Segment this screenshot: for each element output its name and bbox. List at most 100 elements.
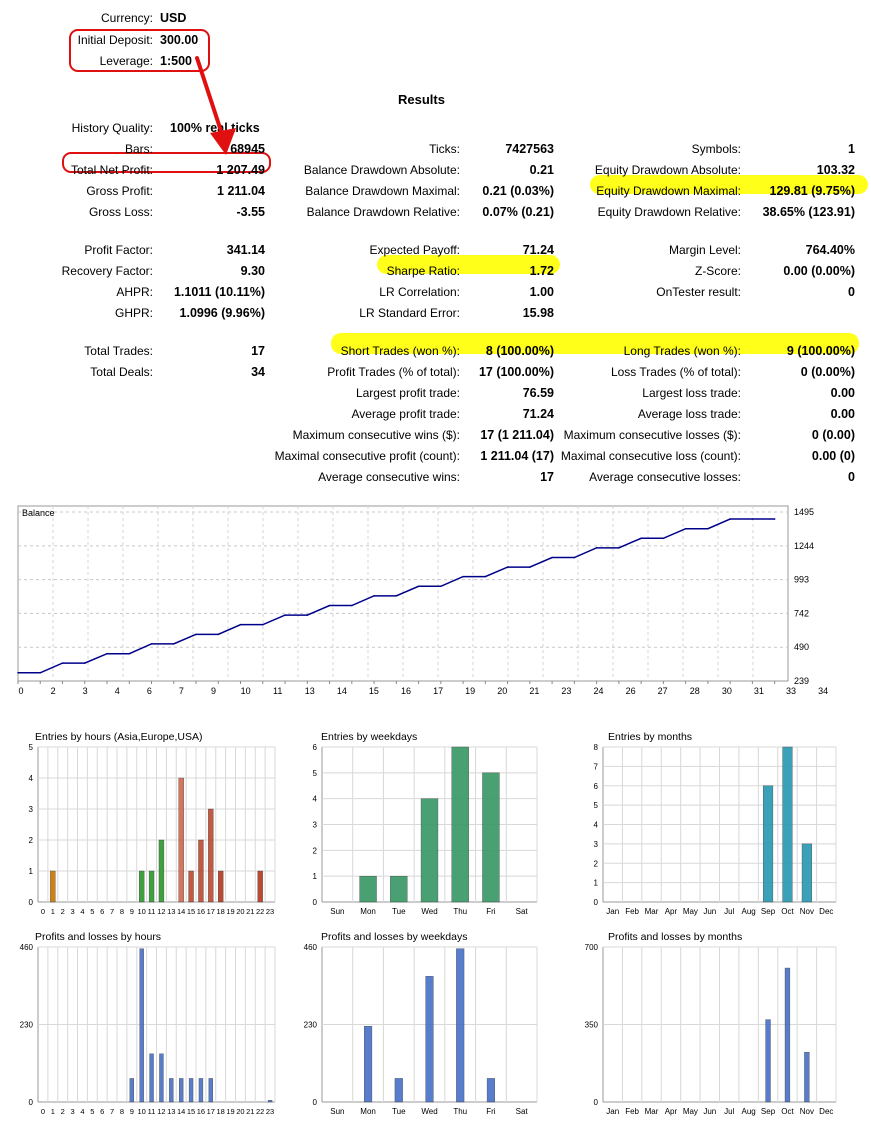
- bar-16: [198, 1078, 204, 1103]
- balance-x-tick-label: 3: [83, 686, 88, 696]
- bar-category-label: Fri: [486, 1107, 496, 1116]
- bar-y-tick-label: 7: [594, 762, 599, 771]
- balance-point: [395, 595, 398, 597]
- col3-row-1-label: Equity Drawdown Absolute:: [594, 163, 741, 177]
- balance-x-tick-label: 24: [593, 686, 603, 696]
- bar-category-label: Sep: [761, 1107, 776, 1116]
- bar-12: [158, 839, 165, 903]
- balance-x-tick-label: 7: [179, 686, 184, 696]
- balance-point: [106, 652, 108, 655]
- col3-row-12-value: 0.00 (0): [811, 449, 855, 463]
- balance-x-tick-label: 34: [818, 686, 828, 696]
- balance-y-tick-label: 742: [794, 608, 809, 618]
- bar-23: [267, 1100, 273, 1103]
- balance-point: [618, 547, 620, 549]
- col2-row-13-value: 1 211.04 (17): [480, 449, 554, 463]
- balance-point: [640, 537, 642, 540]
- bar-category-label: Sun: [330, 1107, 344, 1116]
- leverage-label: Leverage:: [99, 54, 153, 68]
- bar-category-label: 22: [256, 1107, 264, 1116]
- col3-row-10-value: 0.00: [830, 407, 855, 421]
- col1-row-3-value: 1 211.04: [217, 184, 265, 198]
- col3-row-10-label: Average loss trade:: [637, 407, 741, 421]
- balance-point: [172, 643, 175, 645]
- bar-11: [149, 1053, 154, 1103]
- balance-x-tick-label: 19: [465, 686, 475, 696]
- col3-row-6-label: OnTester result:: [656, 285, 741, 299]
- bar-category-label: Jan: [606, 907, 619, 916]
- col2-row-12-value: 17 (1 211.04): [480, 428, 554, 442]
- col2-row-8-label: Short Trades (won %):: [340, 344, 460, 358]
- entries-by-months-chart: Entries by months 0 1 2 3 4 5 6 7 8 Jan Feb Mar Apr Ma…: [594, 731, 837, 916]
- bar-category-label: Apr: [665, 907, 678, 916]
- bar-17: [208, 1078, 213, 1103]
- bar-category-label: 20: [236, 907, 244, 916]
- col1-row-0-label: History Quality:: [71, 121, 153, 135]
- bar-category-label: Jul: [724, 1107, 734, 1116]
- bar-9: [129, 1078, 134, 1103]
- bar-category-label: Feb: [625, 1107, 639, 1116]
- bar-category-label: 14: [177, 1107, 185, 1116]
- bar-category-label: Oct: [781, 907, 794, 916]
- bar-category-label: Jun: [703, 1107, 716, 1116]
- bar-y-tick-label: 0: [594, 1098, 599, 1107]
- bar-category-label: Dec: [819, 907, 833, 916]
- bar-category-label: 4: [80, 1107, 84, 1116]
- balance-point: [328, 604, 331, 607]
- balance-y-tick-label: 1495: [794, 507, 814, 517]
- bar-y-tick-label: 3: [29, 805, 34, 814]
- balance-point: [751, 518, 754, 520]
- bar-category-label: 7: [110, 907, 114, 916]
- bar-Mon: [359, 875, 377, 903]
- bar-category-label: Sat: [516, 907, 529, 916]
- bar-y-tick-label: 230: [20, 1021, 34, 1030]
- col3-row-2-value: 129.81 (9.75%): [769, 184, 855, 198]
- col1-row-5-value: 341.14: [226, 243, 265, 257]
- entries-by-hours-chart: Entries by hours (Asia,Europe,USA)012345…: [29, 731, 276, 916]
- bar-y-tick-label: 5: [29, 743, 34, 752]
- bar-category-label: Aug: [742, 1107, 756, 1116]
- balance-point: [551, 556, 553, 559]
- bar-y-tick-label: 4: [594, 821, 599, 830]
- bar-category-label: Tue: [392, 907, 406, 916]
- bar-category-label: 12: [157, 1107, 165, 1116]
- balance-x-tick-label: 6: [147, 686, 152, 696]
- balance-x-tick-label: 33: [786, 686, 796, 696]
- col3-row-4-label: Margin Level:: [668, 243, 741, 257]
- col3-row-11-label: Maximum consecutive losses ($):: [563, 428, 741, 442]
- bar-y-tick-label: 460: [304, 943, 318, 952]
- bar-category-label: 11: [148, 1107, 156, 1116]
- balance-point: [506, 566, 509, 568]
- results-title: Results: [398, 92, 445, 107]
- balance-point: [573, 556, 576, 559]
- bar-category-label: 13: [167, 907, 175, 916]
- col2-row-12-label: Maximum consecutive wins ($):: [292, 428, 460, 442]
- col1-row-2-label: Total Net Profit:: [70, 163, 153, 177]
- bar-category-label: Wed: [421, 1107, 437, 1116]
- bar-y-tick-label: 1: [594, 879, 599, 888]
- balance-x-tick-label: 11: [273, 686, 282, 696]
- bar-category-label: Dec: [819, 1107, 833, 1116]
- col3-row-0-label: Symbols:: [691, 142, 741, 156]
- bar-15: [188, 870, 194, 903]
- currency-label: Currency:: [100, 11, 153, 25]
- balance-point: [484, 575, 487, 578]
- bar-14: [179, 1078, 184, 1103]
- bar-category-label: 20: [236, 1107, 244, 1116]
- bar-y-tick-label: 6: [313, 743, 318, 752]
- balance-point: [729, 518, 731, 520]
- bar-chart-title: Profits and losses by hours: [35, 931, 161, 943]
- col1-row-3-label: Gross Profit:: [86, 184, 153, 198]
- highlight-short-long-trades: [331, 333, 859, 354]
- balance-point: [17, 671, 19, 674]
- balance-point: [61, 662, 64, 664]
- bar-category-label: Mar: [645, 1107, 659, 1116]
- bar-Tue: [394, 1078, 403, 1103]
- bar-y-tick-label: 4: [313, 795, 318, 804]
- col3-row-5-label: Z-Score:: [694, 264, 741, 278]
- col3-row-1-value: 103.32: [816, 163, 855, 177]
- col2-row-6-label: LR Correlation:: [379, 285, 460, 299]
- bar-category-label: 7: [110, 1107, 114, 1116]
- bar-category-label: 2: [61, 1107, 65, 1116]
- col2-row-5-label: Sharpe Ratio:: [386, 264, 460, 278]
